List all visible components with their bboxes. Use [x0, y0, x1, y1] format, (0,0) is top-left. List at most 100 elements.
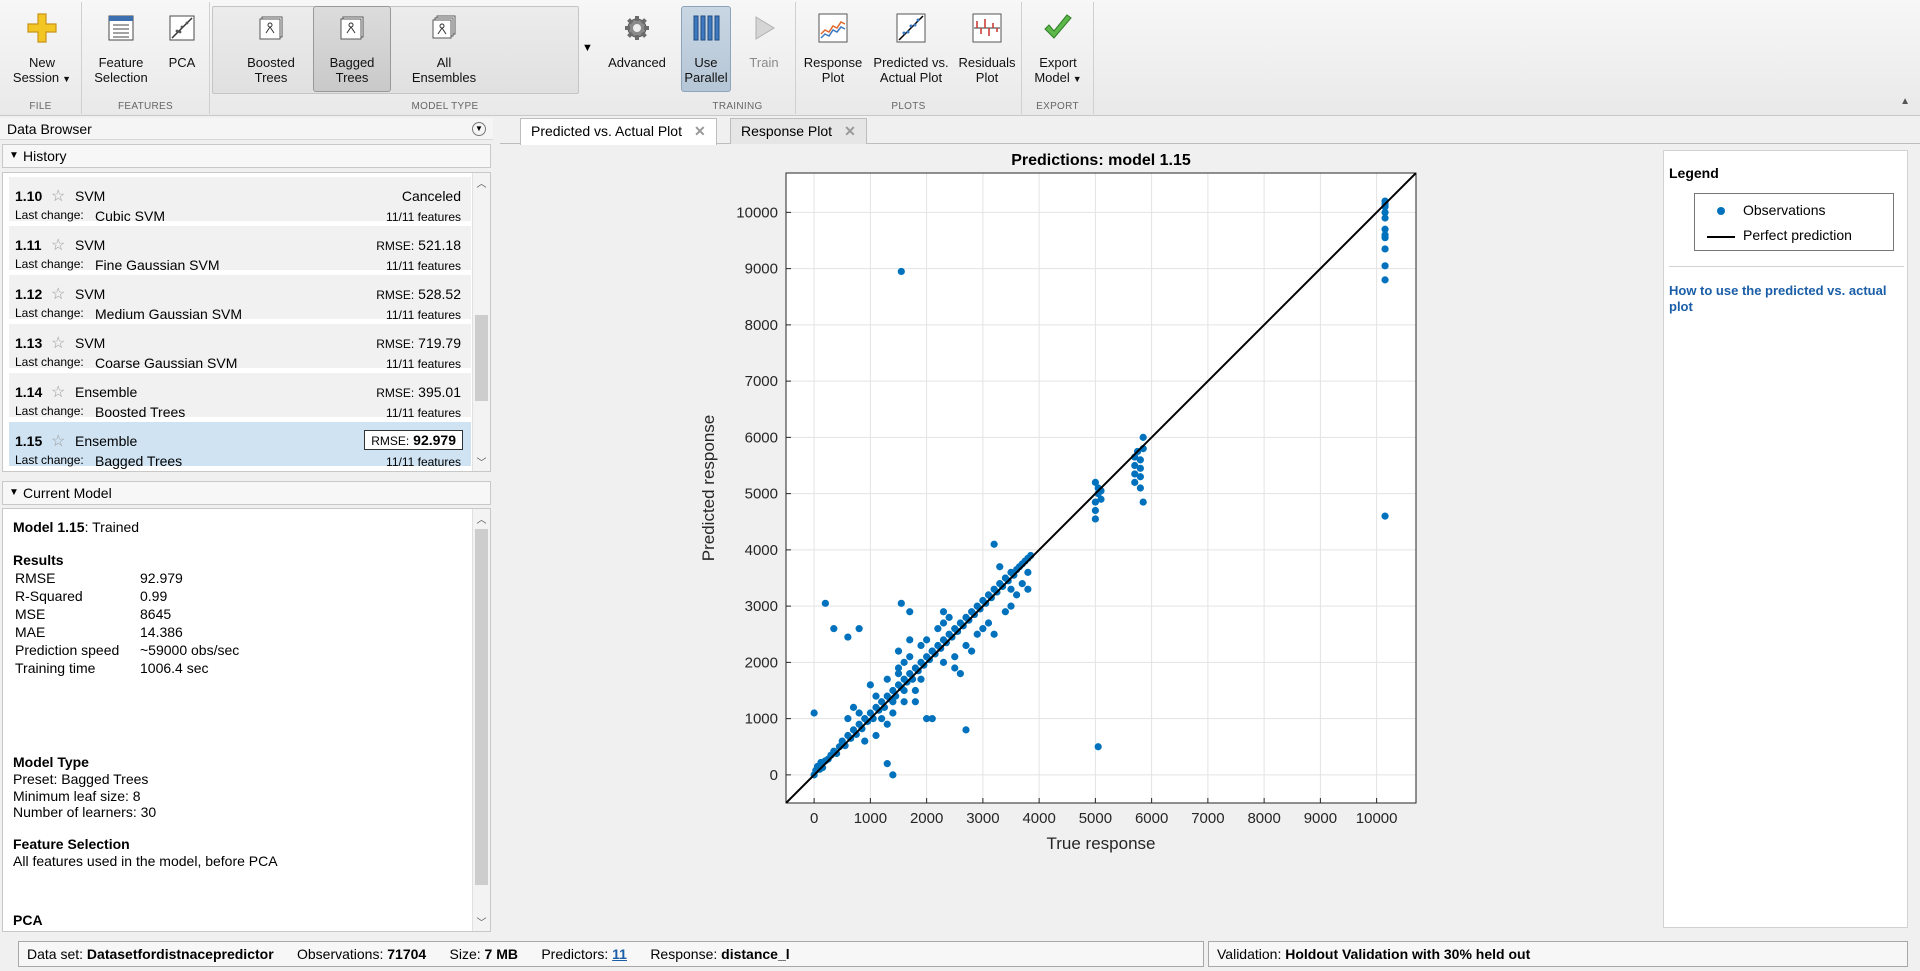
model-status: Model 1.15: Trained [13, 519, 139, 535]
observation-point [821, 599, 829, 607]
observation-point [1094, 743, 1102, 751]
scroll-thumb[interactable] [475, 315, 488, 401]
advanced-label: Advanced [608, 55, 666, 70]
tab-response-plot[interactable]: Response Plot ✕ [730, 118, 867, 144]
collapse-triangle-icon[interactable]: ▼ [9, 487, 19, 498]
tab-predicted-vs-actual[interactable]: Predicted vs. Actual Plot ✕ [520, 118, 717, 145]
observation-point [852, 730, 860, 738]
advanced-button[interactable]: Advanced [598, 6, 676, 92]
data-browser-header: Data Browser ▼ [0, 118, 493, 140]
rmse-label: RMSE: [376, 288, 415, 302]
observation-point [889, 709, 897, 717]
gallery-expand-button[interactable]: ▼ [582, 42, 593, 54]
feature-selection-button[interactable]: Feature Selection [86, 6, 156, 92]
star-icon[interactable]: ☆ [51, 384, 66, 401]
scroll-down-icon[interactable]: ﹀ [476, 458, 487, 469]
history-item-1-12[interactable]: 1.12 ☆ SVM Last change: Medium Gaussian SVM R… [9, 275, 471, 322]
observation-point [883, 720, 891, 728]
perfect-prediction-line [786, 173, 1416, 803]
scroll-up-icon[interactable]: ︿ [476, 515, 487, 526]
response-label: Response: [650, 946, 718, 962]
history-status: Canceled [401, 188, 461, 204]
history-list: 1.10 ☆ SVM Last change: Cubic SVM Canceled 11/… [2, 172, 491, 472]
history-id: 1.12 [15, 286, 43, 302]
observation-point [1024, 568, 1032, 576]
size-value: 7 MB [484, 946, 518, 962]
legend-panel: Legend Observations Perfect prediction H… [1663, 150, 1908, 928]
all-ensembles-icon [425, 9, 463, 47]
history-scrollbar[interactable]: ︿ ﹀ [472, 173, 490, 471]
result-value: 0.99 [140, 588, 168, 604]
predicted-vs-actual-button[interactable]: Predicted vs. Actual Plot [868, 6, 954, 92]
parallel-icon [687, 9, 725, 47]
collapse-triangle-icon[interactable]: ▼ [9, 150, 19, 161]
boosted-trees-button[interactable]: Boosted Trees [228, 6, 314, 92]
history-item-1-13[interactable]: 1.13 ☆ SVM Last change: Coarse Gaussian SVM R… [9, 324, 471, 371]
observation-point [945, 613, 953, 621]
all-ensembles-label: All Ensembles [411, 55, 477, 85]
chart-title: Predictions: model 1.15 [1011, 152, 1191, 169]
scroll-down-icon[interactable]: ﹀ [476, 918, 487, 929]
result-value: 14.386 [140, 624, 183, 640]
scroll-thumb[interactable] [475, 529, 488, 885]
observation-point [951, 653, 959, 661]
legend-item-observations: Observations [1707, 202, 1825, 218]
residuals-plot-button[interactable]: Residuals Plot [954, 6, 1020, 92]
x-tick-label: 10000 [1356, 810, 1398, 827]
observation-point [951, 664, 959, 672]
tab-label: Predicted vs. Actual Plot [531, 123, 682, 139]
help-link[interactable]: How to use the predicted vs. actual plot [1669, 283, 1887, 314]
result-value: 8645 [140, 606, 172, 622]
predicted-vs-actual-chart[interactable]: 0 1000 2000 3000 4000 5000 6000 7000 8000 9000 100… [500, 145, 1660, 933]
plots-group: Response Plot Predicted vs. Actual Plot … [796, 2, 1022, 114]
observation-point [956, 670, 964, 678]
validation-value: Holdout Validation with 30% held out [1285, 946, 1531, 962]
star-icon[interactable]: ☆ [51, 237, 66, 254]
result-value: ~59000 obs/sec [140, 642, 240, 658]
star-icon[interactable]: ☆ [51, 335, 66, 352]
data-browser-menu-button[interactable]: ▼ [472, 122, 486, 136]
result-row: RMSE 92.979 [15, 570, 183, 586]
response-plot-button[interactable]: Response Plot [796, 6, 870, 92]
current-model-section-header[interactable]: ▼ Current Model [2, 481, 491, 505]
history-id: 1.14 [15, 384, 43, 400]
close-tab-icon[interactable]: ✕ [844, 123, 856, 139]
last-change-label: Last change: [15, 306, 84, 320]
history-item-1-11[interactable]: 1.11 ☆ SVM Last change: Fine Gaussian SVM RMS… [9, 226, 471, 273]
result-row: MAE 14.386 [15, 624, 183, 640]
observation-point [855, 709, 863, 717]
observation-point [1131, 461, 1139, 470]
observation-point [1136, 464, 1144, 472]
current-model-scrollbar[interactable]: ︿ ﹀ [472, 509, 490, 931]
feature-selection-icon [102, 9, 140, 47]
use-parallel-button[interactable]: Use Parallel [681, 6, 731, 92]
history-metric: RMSE: 92.979 [364, 430, 463, 450]
x-tick-label: 6000 [1135, 810, 1168, 827]
predictors-link[interactable]: 11 [612, 946, 627, 962]
history-item-1-10[interactable]: 1.10 ☆ SVM Last change: Cubic SVM Canceled 11/… [9, 177, 471, 224]
all-ensembles-button[interactable]: All Ensembles [396, 6, 492, 92]
train-label: Train [749, 55, 779, 70]
star-icon[interactable]: ☆ [51, 433, 66, 450]
observation-point [1381, 245, 1389, 253]
observation-point [849, 703, 858, 711]
rmse-value: 395.01 [418, 384, 461, 400]
history-features: 11/11 features [386, 259, 461, 273]
scroll-up-icon[interactable]: ︿ [476, 179, 487, 190]
collapse-toolstrip-icon[interactable]: ▲ [1900, 96, 1910, 107]
pca-button[interactable]: PCA [158, 6, 206, 92]
star-icon[interactable]: ☆ [51, 188, 66, 205]
new-session-button[interactable]: New Session ▼ [4, 6, 80, 92]
export-model-button[interactable]: Export Model ▼ [1024, 6, 1092, 92]
history-section-header[interactable]: ▼ History [2, 144, 491, 168]
y-tick-label: 1000 [745, 711, 778, 728]
star-icon[interactable]: ☆ [51, 286, 66, 303]
train-button[interactable]: Train [736, 6, 792, 92]
close-tab-icon[interactable]: ✕ [693, 123, 706, 139]
bagged-trees-button[interactable]: Bagged Trees [313, 6, 391, 92]
rmse-label: RMSE: [376, 386, 415, 400]
file-group: New Session ▼ FILE [0, 2, 82, 114]
observation-point [1381, 231, 1389, 239]
history-item-1-15[interactable]: 1.15 ☆ Ensemble Last change: Bagged Trees RMS… [9, 422, 471, 469]
history-item-1-14[interactable]: 1.14 ☆ Ensemble Last change: Boosted Trees RM… [9, 373, 471, 420]
